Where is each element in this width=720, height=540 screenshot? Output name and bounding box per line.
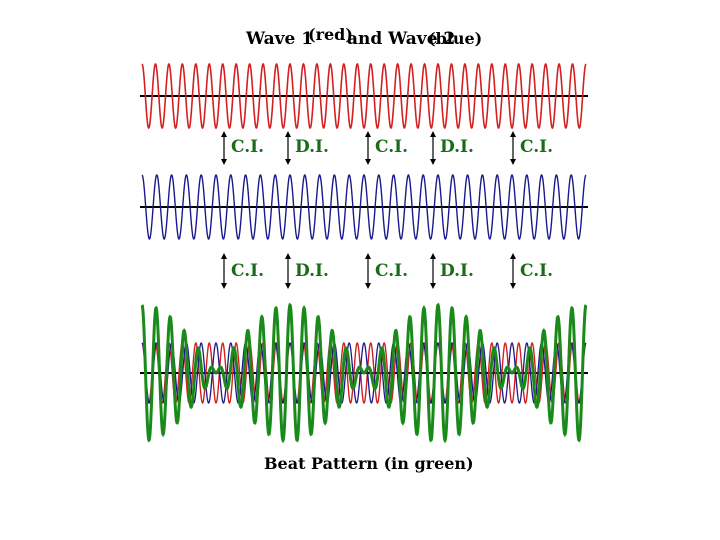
row1-label-2: D.I. — [295, 137, 329, 157]
wave2-line — [141, 174, 587, 240]
row1-label-4: D.I. — [440, 137, 474, 157]
beat-panel — [140, 302, 588, 444]
row1-label-3: C.I. — [375, 137, 408, 157]
diagram-title: Wave 1 (red) and Wave 2 (blue) — [245, 25, 482, 49]
title-wave1: Wave 1 — [245, 29, 313, 49]
combined-wave1-line — [141, 341, 587, 405]
title-and-wave2: and Wave 2 — [347, 29, 455, 49]
row2-label-5: C.I. — [520, 261, 553, 281]
wave1-line — [141, 62, 587, 130]
combined-wave2-line — [141, 342, 587, 404]
row1-label-5: C.I. — [520, 137, 553, 157]
title-red: (red) — [308, 25, 353, 44]
title-blue: (blue) — [428, 29, 482, 48]
row2-label-3: C.I. — [375, 261, 408, 281]
row2-label-1: C.I. — [231, 261, 264, 281]
beat-pattern-line — [140, 302, 588, 444]
interference-row-2: C.I. D.I. C.I. D.I. C.I. — [221, 253, 553, 289]
row2-label-2: D.I. — [295, 261, 329, 281]
beat-caption: Beat Pattern (in green) — [264, 454, 474, 473]
wave1-panel — [140, 62, 588, 130]
row1-label-1: C.I. — [231, 137, 264, 157]
row2-label-4: D.I. — [440, 261, 474, 281]
interference-row-1: C.I. D.I. C.I. D.I. C.I. — [221, 131, 553, 165]
wave2-panel — [140, 174, 588, 240]
